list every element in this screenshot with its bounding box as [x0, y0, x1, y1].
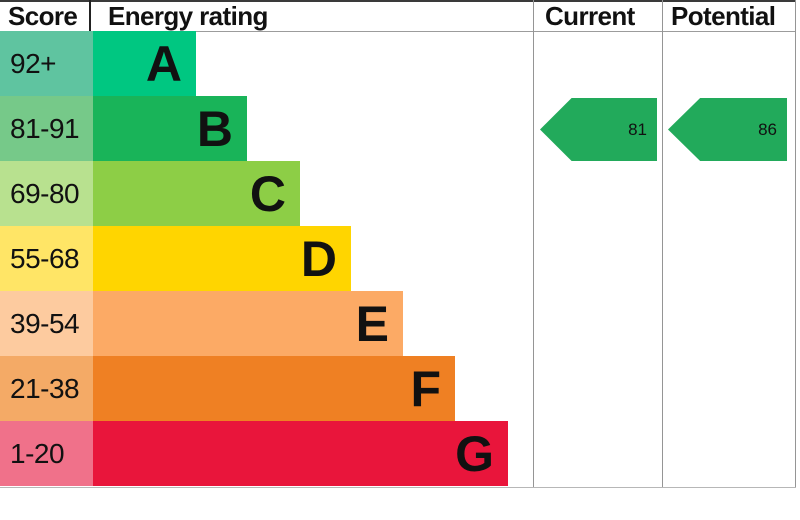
band-score-range: 69-80	[0, 161, 93, 226]
header-underline	[0, 31, 796, 32]
band-row-f: 21-38 F	[0, 356, 800, 421]
band-row-c: 69-80 C	[0, 161, 800, 226]
band-bar: E	[93, 291, 403, 356]
band-row-a: 92+ A	[0, 31, 800, 96]
band-row-d: 55-68 D	[0, 226, 800, 291]
band-bar: G	[93, 421, 508, 486]
band-letter: F	[410, 360, 441, 417]
potential-column-header: Potential	[671, 1, 776, 31]
band-bar: A	[93, 31, 196, 96]
band-letter: G	[455, 425, 494, 482]
band-letter: A	[145, 35, 182, 92]
top-border	[0, 0, 796, 2]
band-row-e: 39-54 E	[0, 291, 800, 356]
energy-rating-column-header: Energy rating	[108, 1, 268, 31]
band-bar: B	[93, 96, 247, 161]
band-letter: D	[300, 230, 337, 287]
potential-rating-value: 86	[758, 119, 777, 139]
potential-column-left-border	[662, 0, 663, 488]
band-letter: B	[196, 100, 233, 157]
band-letter: C	[249, 165, 286, 222]
right-border	[795, 0, 796, 488]
bottom-border	[0, 487, 796, 488]
band-row-b: 81-91 B	[0, 96, 800, 161]
current-column-left-border	[533, 0, 534, 488]
current-column-header: Current	[545, 1, 635, 31]
band-bar: D	[93, 226, 351, 291]
band-score-range: 39-54	[0, 291, 93, 356]
band-bar: F	[93, 356, 455, 421]
current-rating-value: 81	[628, 119, 647, 139]
score-header-divider	[89, 0, 91, 31]
band-score-range: 55-68	[0, 226, 93, 291]
band-letter: E	[355, 295, 389, 352]
band-score-range: 21-38	[0, 356, 93, 421]
score-column-header: Score	[8, 1, 78, 31]
band-bar: C	[93, 161, 300, 226]
band-score-range: 92+	[0, 31, 93, 96]
band-rows: 92+ A 81-91 B 69-80 C 55-68 D 39-54	[0, 31, 800, 487]
band-score-range: 81-91	[0, 96, 93, 161]
band-row-g: 1-20 G	[0, 421, 800, 486]
band-score-range: 1-20	[0, 421, 93, 486]
